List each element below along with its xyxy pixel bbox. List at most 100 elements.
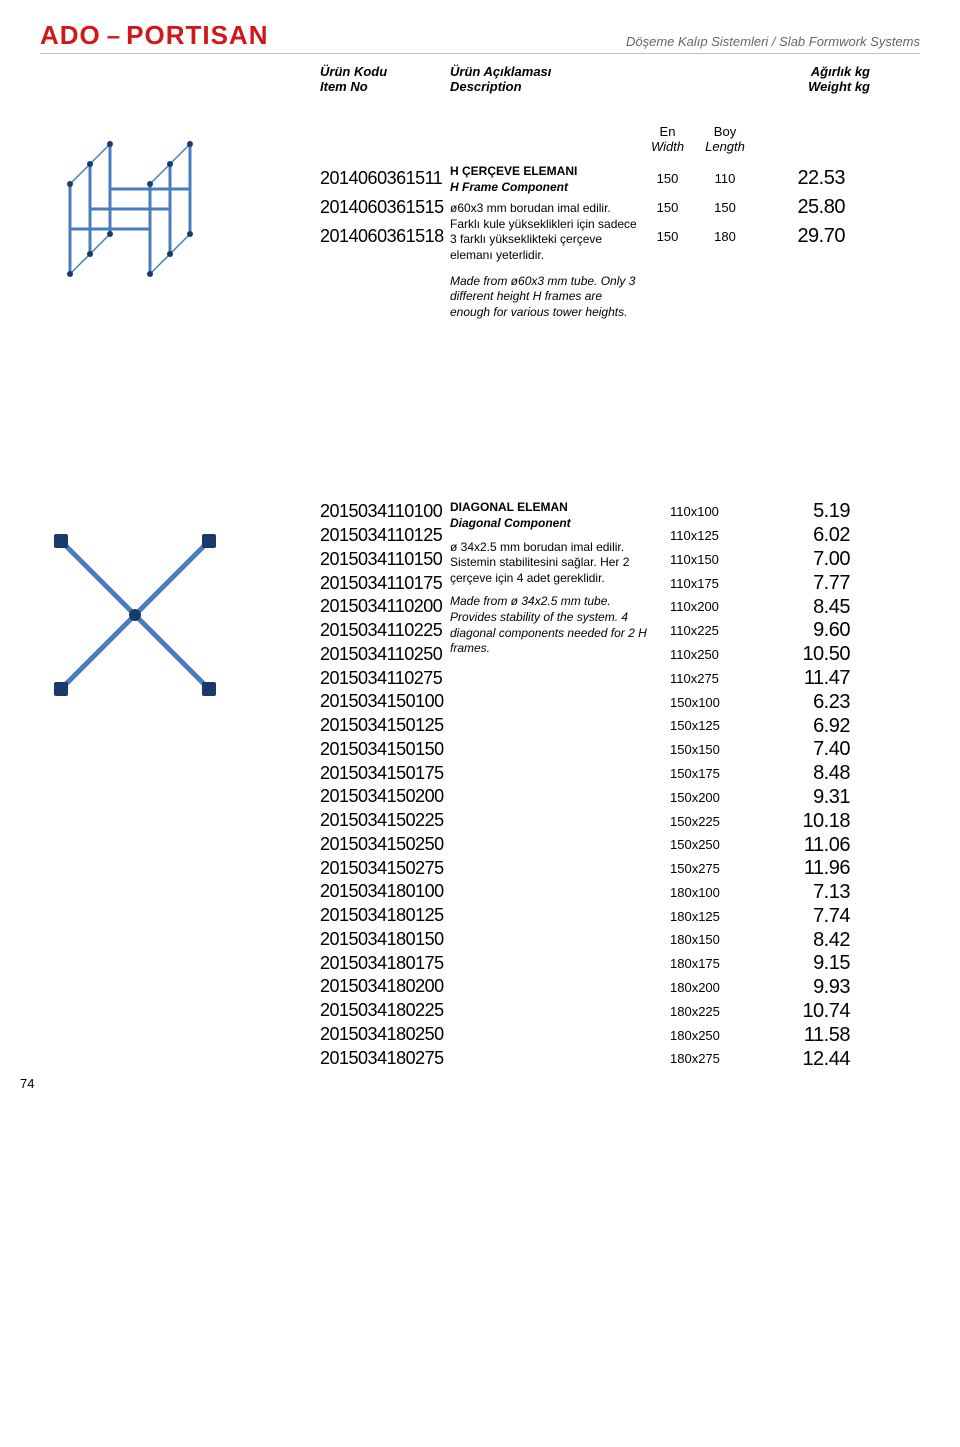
table-row-code: 2015034150100 xyxy=(320,690,450,714)
value-length: 110 xyxy=(695,171,755,186)
table-row-dim: 150x225 xyxy=(650,810,750,834)
diagonal-icon xyxy=(40,510,240,710)
table-row-dim: 180x275 xyxy=(650,1047,750,1071)
col-desc-tr: Ürün Açıklaması xyxy=(450,64,770,79)
value-weight: 29.70 xyxy=(755,225,845,248)
table-row-dim: 180x175 xyxy=(650,952,750,976)
table-row-values: 15015025.80 xyxy=(640,193,845,222)
table-row-code: 2015034180225 xyxy=(320,999,450,1023)
table-row-weight: 7.77 xyxy=(750,572,850,596)
col-desc: Ürün Açıklaması Description xyxy=(450,64,770,94)
value-weight: 25.80 xyxy=(755,196,845,219)
table-row-dim: 110x225 xyxy=(650,619,750,643)
table-row-dim: 150x275 xyxy=(650,857,750,881)
h-frame-title-en: H Frame Component xyxy=(450,180,640,196)
table-row-weight: 10.74 xyxy=(750,1000,850,1024)
table-row-weight: 11.47 xyxy=(750,667,850,691)
diagonal-body-en: Made from ø 34x2.5 mm tube. Provides sta… xyxy=(450,594,650,656)
table-row-dim: 180x150 xyxy=(650,928,750,952)
value-length: 180 xyxy=(695,229,755,244)
sub-length-tr: Boy xyxy=(695,124,755,139)
page-header: ADO – PORTISAN Döşeme Kalıp Sistemleri /… xyxy=(40,20,920,54)
table-row-dim: 110x275 xyxy=(650,667,750,691)
column-headers: Ürün Kodu Item No Ürün Açıklaması Descri… xyxy=(320,64,920,94)
table-row-code: 2015034150200 xyxy=(320,785,450,809)
logo-ado: ADO xyxy=(40,20,101,51)
section-h-frame: En Width Boy Length 20140603615112014060… xyxy=(40,124,920,320)
table-row-weight: 9.93 xyxy=(750,976,850,1000)
table-row-weight: 7.40 xyxy=(750,738,850,762)
sub-width-en: Width xyxy=(640,139,695,154)
diagonal-table: 2015034110100201503411012520150341101502… xyxy=(320,500,920,1071)
table-row-code: 2015034110175 xyxy=(320,572,450,596)
diagonal-body-tr: ø 34x2.5 mm borudan imal edilir. Sistemi… xyxy=(450,540,650,587)
table-row-weight: 8.45 xyxy=(750,596,850,620)
diagonal-content: 2015034110100201503411012520150341101502… xyxy=(320,500,920,1071)
table-row-code: 2015034180100 xyxy=(320,880,450,904)
table-row-code: 2015034150125 xyxy=(320,714,450,738)
table-row-weight: 9.60 xyxy=(750,619,850,643)
table-row-dim: 110x100 xyxy=(650,500,750,524)
table-row-dim: 110x250 xyxy=(650,643,750,667)
value-weight: 22.53 xyxy=(755,167,845,190)
page: ADO – PORTISAN Döşeme Kalıp Sistemleri /… xyxy=(0,0,960,1101)
h-frame-desc: H ÇERÇEVE ELEMANI H Frame Component ø60x… xyxy=(450,164,640,320)
table-row-dim: 180x125 xyxy=(650,905,750,929)
diagonal-dims: 110x100110x125110x150110x175110x200110x2… xyxy=(650,500,750,1071)
table-row-weight: 7.13 xyxy=(750,881,850,905)
table-row-weight: 10.18 xyxy=(750,810,850,834)
table-row-code: 2015034110125 xyxy=(320,524,450,548)
table-row-weight: 11.96 xyxy=(750,857,850,881)
table-row-weight: 11.58 xyxy=(750,1024,850,1048)
h-frame-values: 15011022.5315015025.8015018029.70 xyxy=(640,164,845,320)
col-weight-tr: Ağırlık kg xyxy=(770,64,870,79)
table-row-dim: 150x125 xyxy=(650,714,750,738)
col-weight: Ağırlık kg Weight kg xyxy=(770,64,870,94)
table-row-weight: 6.92 xyxy=(750,715,850,739)
table-row-code: 2015034110275 xyxy=(320,667,450,691)
table-row-code: 2015034150175 xyxy=(320,762,450,786)
table-row-code: 2014060361518 xyxy=(320,222,450,251)
diagonal-image xyxy=(40,500,320,1071)
table-row-weight: 6.23 xyxy=(750,691,850,715)
table-row-code: 2015034110100 xyxy=(320,500,450,524)
value-length: 150 xyxy=(695,200,755,215)
table-row-weight: 10.50 xyxy=(750,643,850,667)
header-subtitle: Döşeme Kalıp Sistemleri / Slab Formwork … xyxy=(626,34,920,49)
table-row-code: 2015034150150 xyxy=(320,738,450,762)
table-row-dim: 180x100 xyxy=(650,881,750,905)
table-row-code: 2015034180200 xyxy=(320,975,450,999)
table-row-code: 2014060361511 xyxy=(320,164,450,193)
h-frame-content: En Width Boy Length 20140603615112014060… xyxy=(320,124,920,320)
diagonal-title-en: Diagonal Component xyxy=(450,516,650,532)
table-row-dim: 110x175 xyxy=(650,572,750,596)
table-row-code: 2014060361515 xyxy=(320,193,450,222)
table-row-dim: 180x200 xyxy=(650,976,750,1000)
table-row-values: 15018029.70 xyxy=(640,222,845,251)
table-row-weight: 12.44 xyxy=(750,1048,850,1072)
table-row-dim: 150x100 xyxy=(650,691,750,715)
h-frame-title-tr: H ÇERÇEVE ELEMANI xyxy=(450,164,640,180)
page-number: 74 xyxy=(20,1076,34,1091)
diagonal-desc: DIAGONAL ELEMAN Diagonal Component ø 34x… xyxy=(450,500,650,1071)
table-row-weight: 7.00 xyxy=(750,548,850,572)
h-frame-icon xyxy=(40,134,240,294)
table-row-dim: 110x125 xyxy=(650,524,750,548)
h-frame-table: 201406036151120140603615152014060361518 … xyxy=(320,164,920,320)
table-row-code: 2015034150225 xyxy=(320,809,450,833)
table-row-dim: 150x250 xyxy=(650,833,750,857)
table-row-weight: 9.15 xyxy=(750,952,850,976)
table-row-code: 2015034180175 xyxy=(320,952,450,976)
table-row-weight: 5.19 xyxy=(750,500,850,524)
sub-width: En Width xyxy=(640,124,695,154)
table-row-code: 2015034150250 xyxy=(320,833,450,857)
table-row-dim: 180x250 xyxy=(650,1024,750,1048)
h-frame-image xyxy=(40,124,320,320)
table-row-values: 15011022.53 xyxy=(640,164,845,193)
value-width: 150 xyxy=(640,229,695,244)
logo: ADO – PORTISAN xyxy=(40,20,268,51)
col-weight-en: Weight kg xyxy=(770,79,870,94)
table-row-dim: 110x200 xyxy=(650,595,750,619)
col-code-tr: Ürün Kodu xyxy=(320,64,450,79)
table-row-weight: 11.06 xyxy=(750,834,850,858)
